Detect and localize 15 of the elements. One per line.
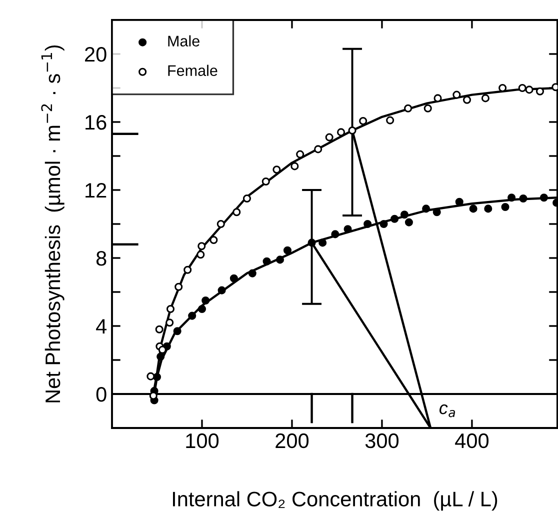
y-tick-label: 4: [96, 319, 107, 334]
legend-label: Male: [168, 35, 200, 46]
x-tick-label: 300: [365, 433, 399, 448]
x-tick-label: 100: [186, 433, 219, 448]
x-tick-label: 400: [455, 433, 489, 448]
x-axis-title: Internal CO₂ Concentration (µL / L): [172, 491, 498, 511]
annotation: c$_{a}$: [439, 404, 456, 418]
y-axis-title: Net Photosynthesis (µmol · m$^{−2}$ · s$^{−1}$): [41, 45, 64, 402]
x-tick-label: 200: [276, 433, 309, 448]
y-tick-label: 8: [96, 251, 106, 266]
y-tick-label: 0: [96, 387, 106, 402]
y-tick-label: 12: [86, 183, 106, 198]
y-tick-label: 16: [86, 115, 106, 130]
y-tick-label: 20: [85, 47, 106, 62]
legend-label: Female: [168, 64, 218, 76]
